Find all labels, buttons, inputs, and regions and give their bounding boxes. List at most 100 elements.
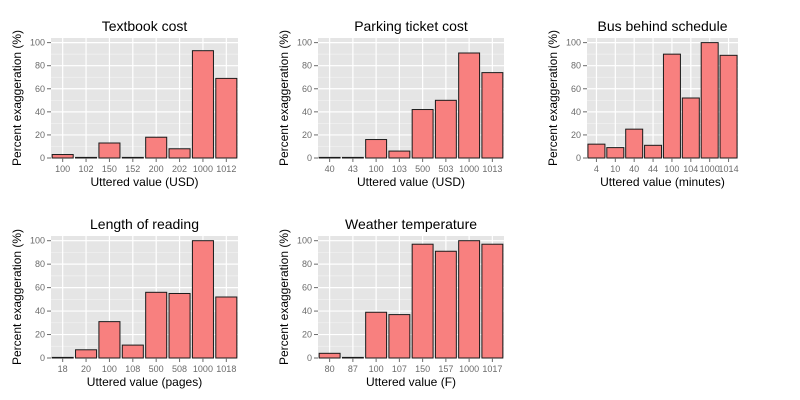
x-tick-label: 100 — [102, 364, 117, 374]
bar-40 — [625, 128, 644, 159]
bar-108 — [121, 344, 144, 359]
x-axis-title: Uttered value (pages) — [87, 375, 202, 389]
y-tick-label: 60 — [35, 283, 45, 293]
bar-87 — [341, 356, 364, 359]
x-tick-label: 508 — [172, 364, 187, 374]
x-tick-label: 1012 — [216, 164, 236, 174]
y-axis-title: Percent exaggeration (%) — [10, 229, 24, 365]
chart-panel-1: 0 20 40 60 80 100 100 102 150 152 200 202 1000 1012 Te… — [10, 18, 238, 189]
chart-title: Length of reading — [90, 216, 199, 232]
x-tick-label: 1000 — [193, 364, 213, 374]
y-tick-label: 60 — [302, 283, 312, 293]
x-tick-label: 1000 — [459, 164, 479, 174]
y-tick-label: 0 — [307, 153, 312, 163]
x-tick-label: 4 — [594, 164, 599, 174]
x-tick-label: 108 — [125, 364, 140, 374]
bar-152 — [121, 156, 144, 159]
x-tick-label: 40 — [629, 164, 639, 174]
y-tick-label: 100 — [297, 38, 312, 48]
x-tick-label: 152 — [125, 164, 140, 174]
y-tick-label: 20 — [302, 330, 312, 340]
x-tick-label: 44 — [648, 164, 658, 174]
chart-title: Weather temperature — [345, 216, 477, 232]
x-tick-label: 202 — [172, 164, 187, 174]
bar-150 — [411, 243, 434, 359]
bar-1012 — [215, 77, 238, 159]
bar-150 — [98, 142, 121, 159]
x-tick-label: 1013 — [482, 164, 502, 174]
y-axis-title: Percent exaggeration (%) — [10, 30, 24, 166]
x-tick-label: 80 — [325, 364, 335, 374]
bar-200 — [145, 136, 168, 159]
bar-20 — [75, 349, 98, 359]
x-tick-label: 200 — [149, 164, 164, 174]
y-tick-label: 0 — [40, 153, 45, 163]
x-tick-label: 1017 — [482, 364, 502, 374]
y-axis-title: Percent exaggeration (%) — [277, 229, 291, 365]
bar-1000 — [458, 52, 481, 159]
bar-100 — [365, 311, 388, 359]
bar-1000 — [700, 42, 719, 159]
x-tick-label: 1018 — [216, 364, 236, 374]
bar-1014 — [719, 54, 738, 159]
bar-10 — [606, 147, 625, 159]
bar-103 — [388, 150, 411, 159]
x-tick-label: 150 — [102, 164, 117, 174]
x-tick-label: 20 — [81, 364, 91, 374]
x-tick-label: 1000 — [700, 164, 720, 174]
y-tick-label: 60 — [571, 84, 581, 94]
x-tick-label: 40 — [325, 164, 335, 174]
y-tick-label: 80 — [35, 259, 45, 269]
chart-panel-5: 0 20 40 60 80 100 80 87 100 107 150 157 1000 1017 Weat… — [277, 216, 504, 389]
x-tick-label: 103 — [392, 164, 407, 174]
bar-1000 — [458, 240, 481, 359]
y-axis-title: Percent exaggeration (%) — [546, 30, 560, 166]
y-axis-title: Percent exaggeration (%) — [277, 30, 291, 166]
y-tick-label: 100 — [566, 38, 581, 48]
x-tick-label: 100 — [369, 164, 384, 174]
x-tick-label: 157 — [438, 364, 453, 374]
bar-1017 — [481, 243, 504, 359]
bar-500 — [411, 109, 434, 159]
x-tick-label: 150 — [415, 364, 430, 374]
y-tick-label: 40 — [302, 306, 312, 316]
chart-panel-4: 0 20 40 60 80 100 18 20 100 108 500 508 1000 1018 Leng… — [10, 216, 238, 389]
x-tick-label: 500 — [415, 164, 430, 174]
x-tick-label: 500 — [149, 364, 164, 374]
bar-100 — [98, 321, 121, 359]
x-tick-label: 18 — [58, 364, 68, 374]
bar-100 — [51, 154, 74, 159]
bar-40 — [318, 156, 341, 159]
x-tick-label: 10 — [610, 164, 620, 174]
x-axis-title: Uttered value (USD) — [90, 175, 198, 189]
x-tick-label: 1000 — [193, 164, 213, 174]
y-tick-label: 60 — [302, 84, 312, 94]
y-tick-label: 20 — [302, 130, 312, 140]
y-tick-label: 100 — [30, 236, 45, 246]
x-tick-label: 102 — [79, 164, 94, 174]
x-axis-title: Uttered value (F) — [366, 375, 456, 389]
x-tick-label: 1000 — [459, 364, 479, 374]
y-tick-label: 0 — [576, 153, 581, 163]
chart-title: Parking ticket cost — [354, 18, 468, 34]
y-tick-label: 40 — [302, 107, 312, 117]
y-tick-label: 40 — [571, 107, 581, 117]
x-tick-label: 100 — [369, 364, 384, 374]
chart-title: Textbook cost — [102, 18, 188, 34]
x-tick-label: 87 — [348, 364, 358, 374]
y-tick-label: 80 — [35, 61, 45, 71]
y-tick-label: 80 — [571, 61, 581, 71]
bar-4 — [587, 143, 606, 159]
y-tick-label: 20 — [35, 330, 45, 340]
bar-202 — [168, 148, 191, 159]
y-tick-label: 100 — [30, 38, 45, 48]
bar-18 — [51, 356, 74, 359]
y-tick-label: 80 — [302, 61, 312, 71]
y-tick-label: 80 — [302, 259, 312, 269]
bar-503 — [434, 99, 457, 159]
y-tick-label: 20 — [35, 130, 45, 140]
bar-157 — [434, 250, 457, 359]
y-tick-label: 0 — [307, 353, 312, 363]
